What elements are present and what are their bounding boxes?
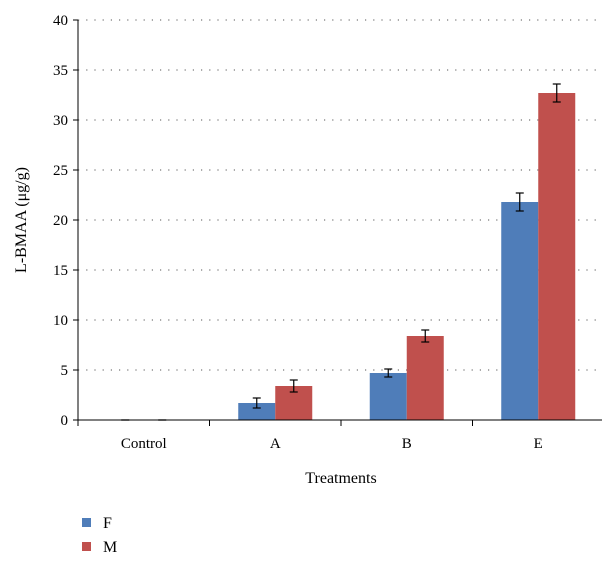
gridlines [78,19,602,371]
y-tick-label: 25 [53,163,68,179]
y-tick-label: 10 [53,313,68,329]
legend-swatch-f [82,518,91,527]
y-tick-label: 20 [53,213,68,229]
legend-label-m: M [103,539,117,556]
x-tick-labels: Control A B E [121,436,543,452]
legend-swatch-m [82,542,91,551]
legend-label-f: F [103,515,112,532]
legend: FM [82,515,117,556]
axes [73,19,602,426]
x-tick-label: B [402,436,412,452]
bars [238,93,576,420]
bar-m [538,93,576,420]
y-tick-label: 15 [53,263,68,279]
y-tick-label: 40 [53,13,68,29]
y-tick-label: 5 [61,363,69,379]
bar-f [501,202,539,420]
bar-m [406,336,444,420]
y-tick-label: 30 [53,113,68,129]
x-tick-label: Control [121,436,167,452]
bar-f [238,403,276,420]
y-tick-label: 0 [61,413,69,429]
y-tick-labels: 0 5 10 15 20 25 30 35 40 [53,13,68,429]
x-tick-label: A [270,436,281,452]
y-axis-title: L-BMAA (μg/g) [13,167,30,273]
x-tick-label: E [534,436,543,452]
x-axis-title: Treatments [305,470,376,487]
bar-f [369,373,407,420]
y-tick-label: 35 [53,63,68,79]
